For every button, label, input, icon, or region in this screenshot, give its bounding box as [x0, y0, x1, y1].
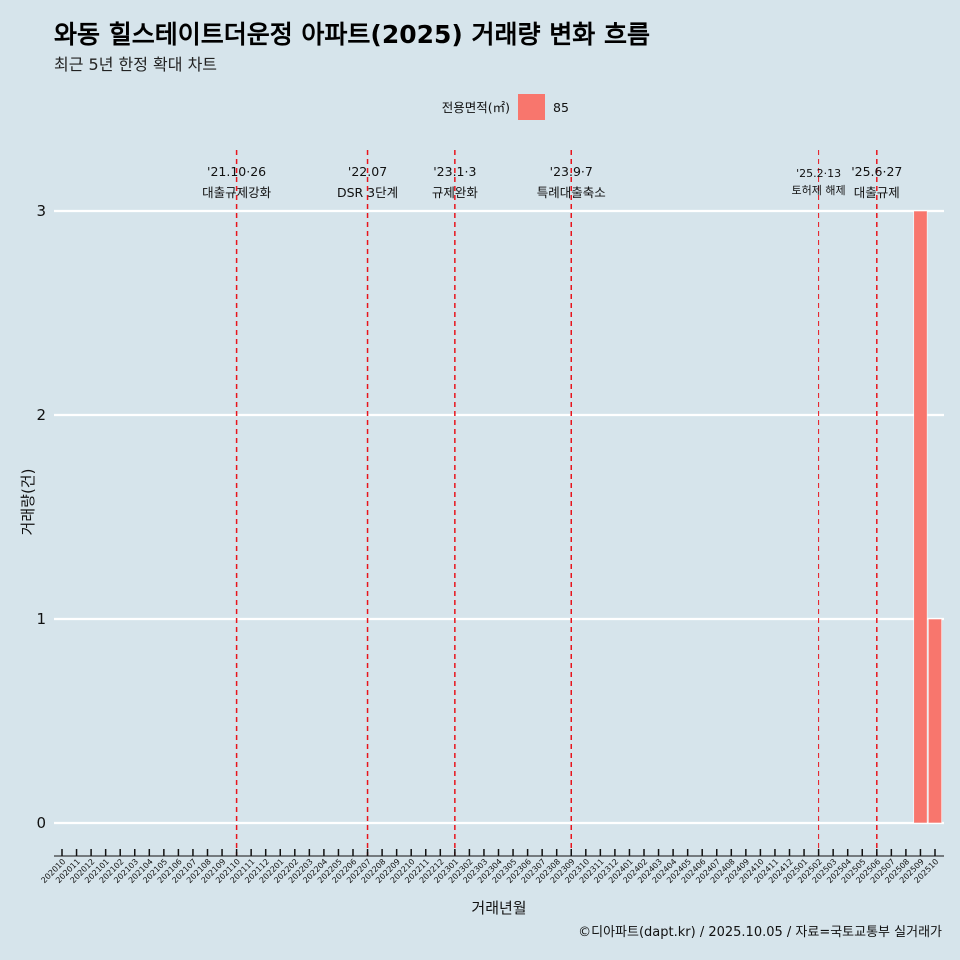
- event-date: '21.10·26: [207, 164, 266, 179]
- event-label: DSR 3단계: [337, 185, 398, 200]
- x-axis-title: 거래년월: [471, 899, 526, 917]
- bar-202510: [928, 618, 942, 824]
- legend-label: 85: [553, 100, 569, 115]
- bar-202509: [913, 210, 928, 824]
- event-date: '23.9·7: [550, 164, 593, 179]
- event-label: 규제완화: [432, 185, 479, 200]
- chart-subtitle: 최근 5년 한정 확대 차트: [54, 55, 217, 74]
- policy-event-markers: '21.10·26 대출규제강화 '22.07 DSR 3단계 '23.1·3 규제완화 '…: [202, 150, 902, 856]
- event-label: 토허제 해제: [792, 183, 846, 197]
- bars: [913, 210, 942, 824]
- x-axis: 2020102020112020122021012021022021032021…: [39, 849, 944, 885]
- event-label: 대출규제: [854, 185, 900, 200]
- y-tick-label: 2: [36, 406, 46, 424]
- y-tick-label: 1: [36, 610, 46, 628]
- y-tick-label: 0: [36, 814, 46, 832]
- gridlines: [54, 209, 944, 825]
- chart-title: 와동 힐스테이트더운정 아파트(2025) 거래량 변화 흐름: [54, 20, 650, 49]
- legend: 전용면적(㎡) 85: [442, 94, 569, 120]
- chart-caption: ©디아파트(dapt.kr) / 2025.10.05 / 자료=국토교통부 실…: [578, 925, 942, 940]
- event-date: '23.1·3: [433, 164, 476, 179]
- y-tick-label: 3: [36, 202, 46, 220]
- legend-title: 전용면적(㎡): [442, 100, 510, 115]
- event-date: '25.2·13: [796, 167, 841, 180]
- legend-swatch: [518, 94, 545, 120]
- y-axis-title: 거래량(건): [19, 469, 37, 536]
- event-date: '25.6·27: [851, 164, 902, 179]
- event-label: 대출규제강화: [202, 185, 272, 200]
- event-label: 특례대출축소: [537, 185, 606, 200]
- event-date: '22.07: [348, 164, 387, 179]
- y-tick-labels: 0 1 2 3: [36, 202, 46, 832]
